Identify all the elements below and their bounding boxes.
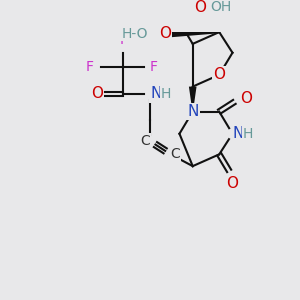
Text: F: F	[150, 60, 158, 74]
Text: O: O	[194, 0, 206, 15]
Text: C: C	[171, 147, 180, 161]
Text: N: N	[232, 126, 244, 141]
Text: O: O	[226, 176, 238, 191]
Text: C: C	[140, 134, 150, 148]
Text: N: N	[187, 104, 198, 119]
Text: O: O	[159, 26, 171, 41]
Polygon shape	[171, 30, 219, 37]
Text: F: F	[86, 60, 94, 74]
Text: H-O: H-O	[122, 27, 148, 40]
Text: O: O	[213, 67, 225, 82]
Text: O: O	[91, 86, 103, 101]
Text: O: O	[240, 91, 252, 106]
Text: N: N	[150, 86, 161, 101]
Text: F: F	[119, 33, 128, 47]
Text: OH: OH	[210, 0, 232, 14]
Polygon shape	[189, 87, 196, 105]
Text: H: H	[243, 127, 253, 141]
Text: H: H	[160, 87, 171, 101]
